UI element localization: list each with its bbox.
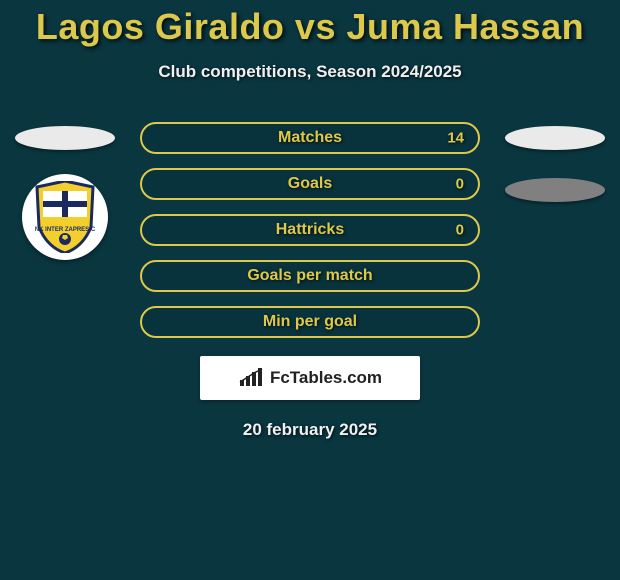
stat-row-goals: Goals 0	[140, 168, 480, 200]
stat-label: Goals	[288, 175, 332, 193]
stat-row-min-per-goal: Min per goal	[140, 306, 480, 338]
stat-value-right: 0	[456, 222, 464, 239]
stat-label: Goals per match	[247, 267, 372, 285]
bar-chart-icon	[238, 368, 264, 388]
brand-box[interactable]: FcTables.com	[200, 356, 420, 400]
stat-label: Hattricks	[276, 221, 344, 239]
stat-value-right: 0	[456, 176, 464, 193]
stat-row-matches: Matches 14	[140, 122, 480, 154]
stat-row-hattricks: Hattricks 0	[140, 214, 480, 246]
player-left-avatar-placeholder	[15, 126, 115, 150]
stat-label: Matches	[278, 129, 342, 147]
stats-column: Matches 14 Goals 0 Hattricks 0 Goals per…	[140, 122, 480, 338]
player-right-club-placeholder	[505, 178, 605, 202]
player-left-column: NK INTER ZAPRESIC	[10, 122, 120, 260]
stat-label: Min per goal	[263, 313, 357, 331]
stat-row-goals-per-match: Goals per match	[140, 260, 480, 292]
subtitle: Club competitions, Season 2024/2025	[0, 62, 620, 82]
date-text: 20 february 2025	[0, 420, 620, 440]
comparison-content: NK INTER ZAPRESIC Matches 14 Goals 0 Hat…	[0, 122, 620, 338]
club-shield-icon: NK INTER ZAPRESIC	[35, 181, 95, 253]
svg-text:NK INTER ZAPRESIC: NK INTER ZAPRESIC	[35, 227, 95, 233]
player-right-avatar-placeholder	[505, 126, 605, 150]
brand-text: FcTables.com	[270, 368, 382, 388]
stat-value-right: 14	[447, 130, 464, 147]
page-title: Lagos Giraldo vs Juma Hassan	[0, 0, 620, 48]
player-right-column	[500, 122, 610, 202]
player-left-club-badge: NK INTER ZAPRESIC	[22, 174, 108, 260]
